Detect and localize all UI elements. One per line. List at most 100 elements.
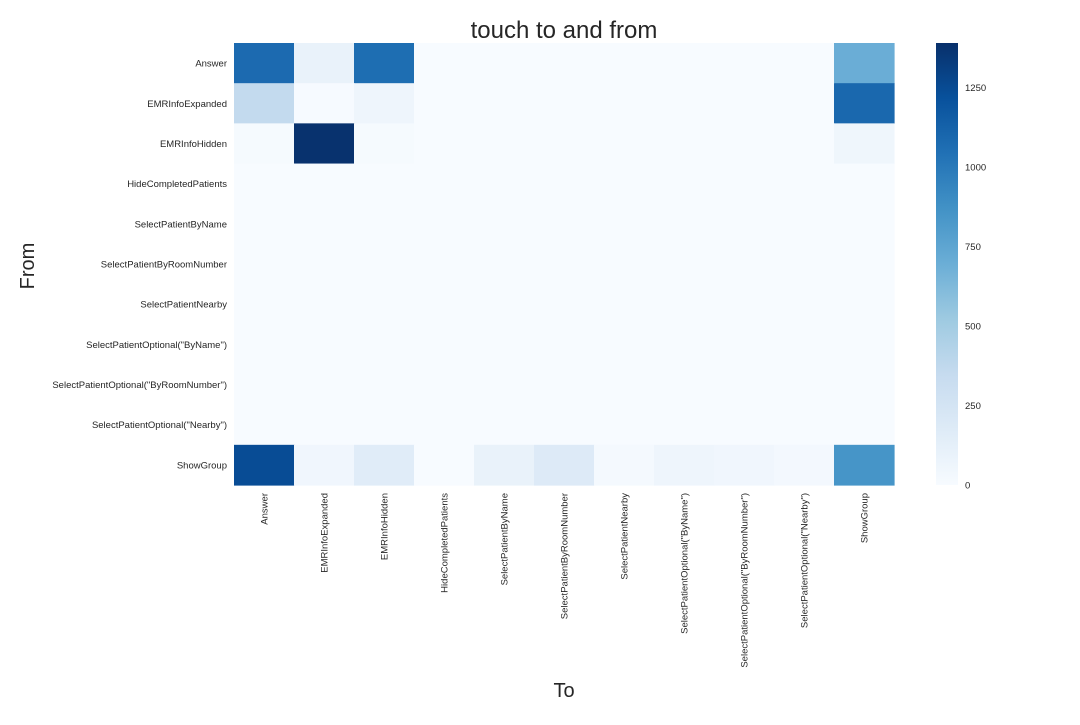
heatmap-cell-r5-c7 (654, 243, 715, 285)
heatmap-cell-r5-c9 (774, 243, 835, 285)
heatmap-cell-r1-c4 (474, 83, 535, 124)
colorbar-ticks: 0 250 500 750 1000 1250 (965, 83, 986, 491)
heatmap-cell-r10-c2 (354, 444, 415, 486)
heatmap-cell-r7-c8 (714, 324, 775, 366)
heatmap-cell-r3-c6 (594, 163, 655, 205)
column-tick-label: SelectPatientOptional("ByRoomNumber") (740, 493, 751, 668)
column-tick-label: SelectPatientNearby (620, 493, 631, 580)
heatmap-cell-r3-c7 (654, 163, 715, 205)
heatmap-cell-r6-c3 (414, 284, 475, 325)
heatmap-cell-r8-c5 (534, 364, 595, 406)
heatmap-cell-r9-c6 (594, 404, 655, 446)
heatmap-cell-r0-c5 (534, 43, 595, 84)
heatmap-cell-r5-c5 (534, 243, 595, 285)
heatmap-cell-r0-c0 (234, 43, 295, 84)
heatmap-cell-r3-c4 (474, 163, 535, 205)
heatmap-cell-r8-c1 (294, 364, 355, 406)
colorbar-tick-label: 0 (965, 481, 970, 492)
row-tick-label: SelectPatientByName (135, 219, 227, 230)
heatmap-cell-r10-c10 (834, 444, 895, 486)
heatmap-cell-r5-c0 (234, 243, 295, 285)
y-axis-label: From (17, 243, 39, 290)
heatmap-cell-r8-c6 (594, 364, 655, 406)
heatmap-cell-r10-c8 (714, 444, 775, 486)
heatmap-cell-r7-c4 (474, 324, 535, 366)
heatmap-cell-r5-c1 (294, 243, 355, 285)
heatmap-cell-r2-c2 (354, 123, 415, 165)
heatmap-cell-r2-c3 (414, 123, 475, 165)
heatmap-cell-r9-c4 (474, 404, 535, 446)
heatmap-cell-r10-c4 (474, 444, 535, 486)
row-tick-label: SelectPatientOptional("ByName") (86, 340, 227, 351)
column-tick-label: Answer (260, 493, 271, 525)
heatmap-cell-r10-c0 (234, 444, 295, 486)
heatmap-cell-r9-c8 (714, 404, 775, 446)
colorbar-tick-label: 500 (965, 322, 981, 333)
heatmap-cell-r4-c4 (474, 203, 535, 245)
heatmap-cell-r5-c3 (414, 243, 475, 285)
row-tick-labels: Answer EMRInfoExpanded EMRInfoHidden HideCo… (52, 59, 227, 472)
heatmap-cell-r3-c8 (714, 163, 775, 205)
heatmap-cell-r2-c8 (714, 123, 775, 165)
heatmap-cell-r0-c7 (654, 43, 715, 84)
chart-title: touch to and from (471, 17, 658, 44)
heatmap-cell-r3-c3 (414, 163, 475, 205)
heatmap-cell-r1-c9 (774, 83, 835, 124)
heatmap-cell-r0-c1 (294, 43, 355, 84)
heatmap-cell-r1-c2 (354, 83, 415, 124)
column-tick-label: SelectPatientOptional("ByName") (680, 493, 691, 634)
heatmap-cell-r0-c8 (714, 43, 775, 84)
heatmap-cell-r2-c0 (234, 123, 295, 165)
heatmap-cell-r7-c9 (774, 324, 835, 366)
heatmap-cell-r8-c9 (774, 364, 835, 406)
heatmap-cell-r1-c1 (294, 83, 355, 124)
heatmap-cell-r8-c3 (414, 364, 475, 406)
heatmap-cell-r3-c5 (534, 163, 595, 205)
heatmap-cell-r8-c10 (834, 364, 895, 406)
heatmap-cell-r5-c4 (474, 243, 535, 285)
heatmap-cell-r5-c6 (594, 243, 655, 285)
heatmap-cell-r9-c9 (774, 404, 835, 446)
heatmap-cell-r6-c8 (714, 284, 775, 325)
heatmap-cell-r7-c6 (594, 324, 655, 366)
heatmap-cell-r5-c8 (714, 243, 775, 285)
heatmap-cell-r6-c7 (654, 284, 715, 325)
heatmap-cell-r9-c0 (234, 404, 295, 446)
row-tick-label: Answer (195, 59, 227, 70)
heatmap-cell-r4-c5 (534, 203, 595, 245)
heatmap-cell-r10-c1 (294, 444, 355, 486)
heatmap-cell-r6-c5 (534, 284, 595, 325)
row-tick-label: SelectPatientByRoomNumber (101, 260, 227, 271)
heatmap-cell-r4-c7 (654, 203, 715, 245)
column-tick-label: HideCompletedPatients (440, 493, 451, 593)
heatmap-cell-r2-c7 (654, 123, 715, 165)
column-tick-labels: Answer EMRInfoExpanded EMRInfoHidden HideCo… (260, 493, 871, 668)
heatmap-cell-r10-c6 (594, 444, 655, 486)
heatmap-cell-r4-c2 (354, 203, 415, 245)
heatmap-cell-r1-c5 (534, 83, 595, 124)
heatmap-cell-r3-c9 (774, 163, 835, 205)
heatmap-cell-r8-c7 (654, 364, 715, 406)
heatmap-cell-r6-c2 (354, 284, 415, 325)
heatmap-cell-r2-c5 (534, 123, 595, 165)
colorbar-tick-label: 750 (965, 242, 981, 253)
heatmap-cell-r5-c10 (834, 243, 895, 285)
heatmap-cell-r2-c10 (834, 123, 895, 165)
heatmap-cell-r6-c10 (834, 284, 895, 325)
heatmap-cell-r2-c9 (774, 123, 835, 165)
row-tick-label: EMRInfoHidden (160, 139, 227, 150)
row-tick-label: SelectPatientNearby (140, 300, 227, 311)
heatmap-cell-r10-c3 (414, 444, 475, 486)
column-tick-label: EMRInfoHidden (380, 493, 391, 560)
heatmap-cell-r4-c1 (294, 203, 355, 245)
colorbar-tick-label: 250 (965, 401, 981, 412)
heatmap-cell-r4-c0 (234, 203, 295, 245)
heatmap-cell-r10-c7 (654, 444, 715, 486)
heatmap-cell-r8-c0 (234, 364, 295, 406)
heatmap-cell-r3-c2 (354, 163, 415, 205)
colorbar (936, 43, 958, 485)
heatmap-cell-r4-c3 (414, 203, 475, 245)
heatmap-cell-r4-c10 (834, 203, 895, 245)
